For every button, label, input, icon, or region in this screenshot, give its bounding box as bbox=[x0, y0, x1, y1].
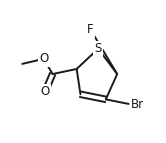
Text: F: F bbox=[87, 23, 94, 36]
Text: O: O bbox=[40, 85, 50, 98]
Text: Br: Br bbox=[131, 98, 144, 111]
Text: O: O bbox=[39, 52, 48, 65]
Text: S: S bbox=[94, 42, 102, 55]
